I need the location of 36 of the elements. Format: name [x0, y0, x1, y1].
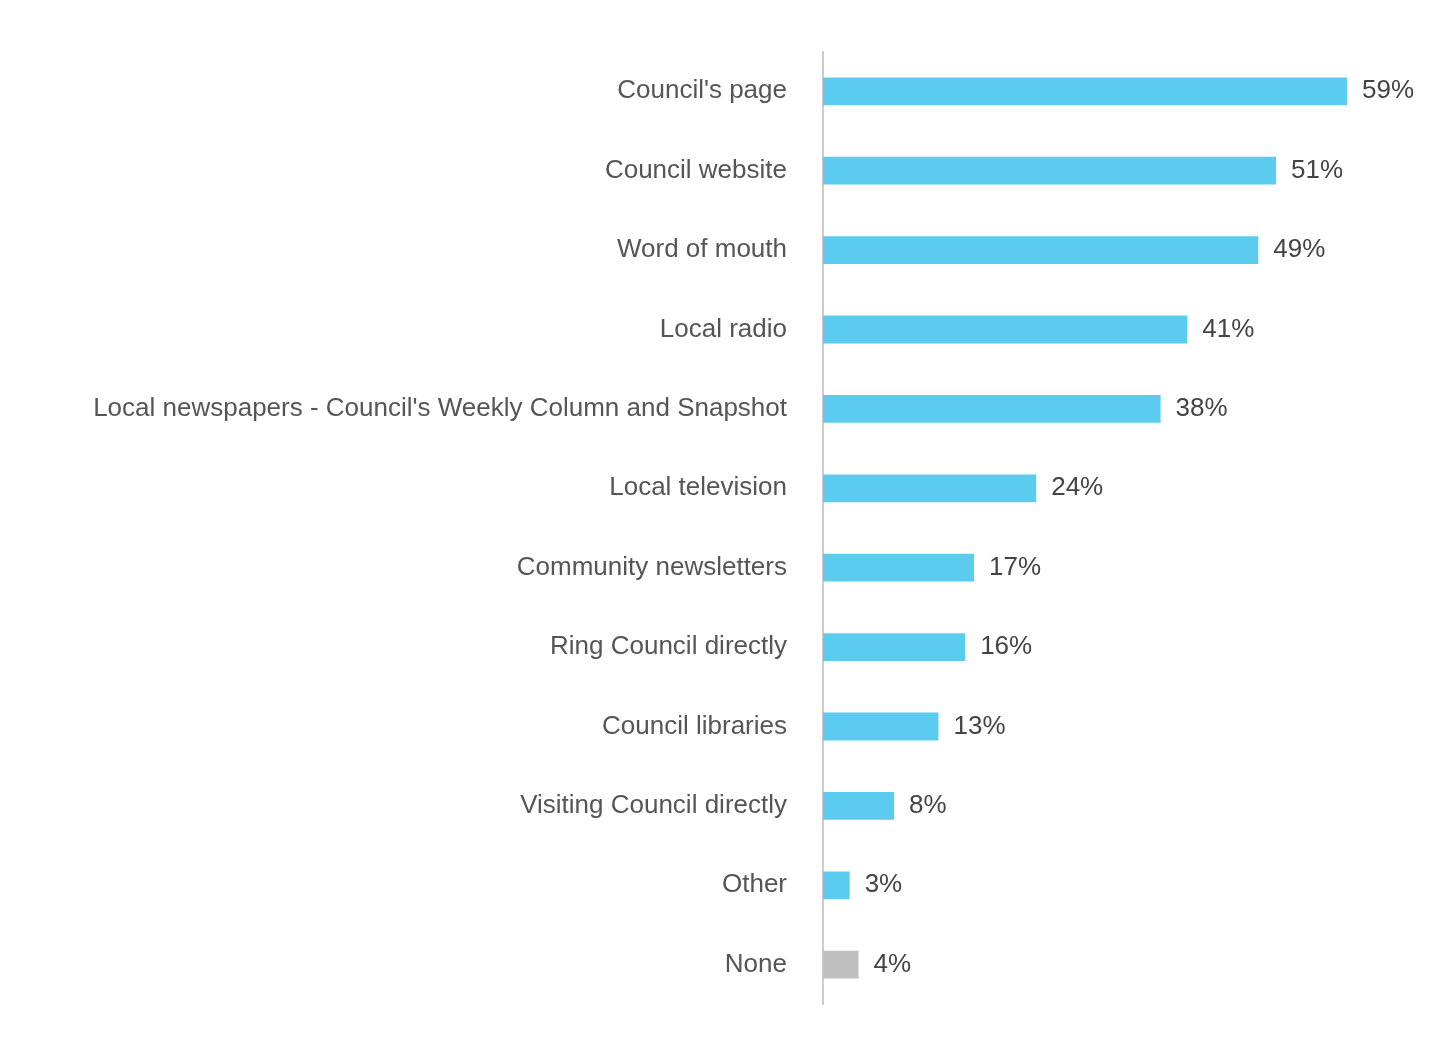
y-tick-label: Other	[721, 868, 788, 899]
bar	[823, 871, 850, 900]
data-label: 49%	[1273, 233, 1326, 264]
y-tick-label: Community newsletters	[516, 550, 787, 581]
data-label: 41%	[1202, 312, 1255, 343]
y-tick-label: Local radio	[659, 312, 787, 343]
y-tick-label: Visiting Council directly	[520, 789, 787, 820]
y-tick-label: Ring Council directly	[550, 630, 787, 661]
bar	[823, 315, 1188, 344]
data-label: 24%	[1051, 471, 1104, 502]
bar	[823, 395, 1161, 423]
data-label: 4%	[873, 947, 912, 978]
bar	[823, 633, 966, 661]
y-tick-label: Local newspapers - Council's Weekly Column and Snapshot	[93, 392, 788, 423]
data-label: 59%	[1362, 74, 1415, 105]
y-tick-label: Council's page	[617, 74, 787, 105]
data-label: 8%	[909, 789, 947, 820]
bar	[823, 236, 1259, 264]
data-label: 16%	[980, 630, 1033, 661]
y-tick-label: None	[724, 947, 787, 978]
bar	[823, 792, 895, 820]
bar	[823, 77, 1348, 106]
bar	[823, 156, 1277, 185]
bar	[823, 712, 939, 741]
data-label: 13%	[953, 709, 1006, 740]
data-label: 38%	[1175, 392, 1228, 423]
bar	[823, 553, 975, 582]
bar	[823, 474, 1037, 503]
data-label: 17%	[989, 550, 1042, 581]
y-tick-label: Local television	[609, 471, 787, 502]
y-tick-label: Word of mouth	[616, 233, 787, 264]
y-tick-label: Council website	[604, 153, 787, 184]
data-label: 51%	[1291, 153, 1344, 184]
y-tick-label: Council libraries	[602, 709, 787, 740]
data-label: 3%	[864, 868, 903, 899]
bar	[823, 950, 859, 979]
